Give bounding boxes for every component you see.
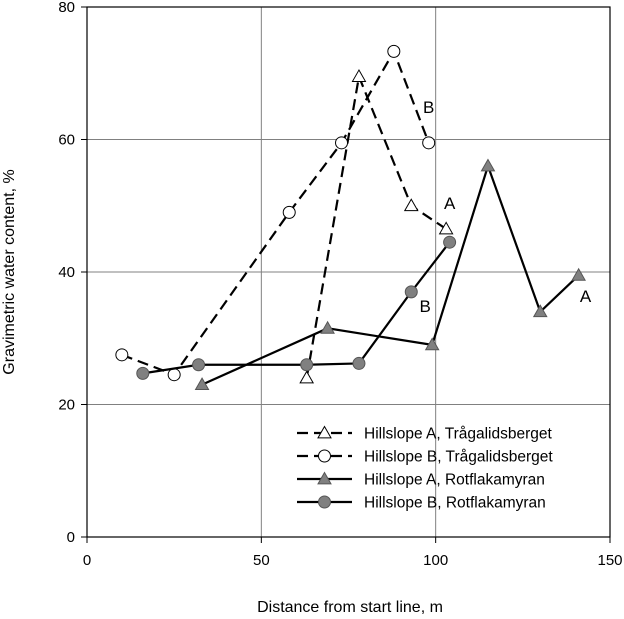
axis-ticks: 0 50 100 150 0 20 40 60 80 — [58, 0, 622, 569]
data-point — [387, 44, 401, 58]
x-axis-label: Distance from start line, m — [257, 599, 443, 616]
series-3 — [194, 158, 586, 390]
series-annotation-label: A — [580, 287, 592, 306]
legend-marker — [318, 449, 331, 463]
series-line — [201, 162, 580, 386]
data-point — [422, 136, 436, 150]
y-tick-label: 80 — [58, 0, 75, 16]
data-point — [443, 235, 457, 249]
legend-marker — [317, 471, 332, 485]
data-point — [299, 370, 315, 384]
legend-item: Hillslope A, Trågalidsberget — [297, 425, 553, 443]
data-point — [136, 366, 150, 380]
y-tick-label: 60 — [58, 132, 75, 149]
series-4 — [136, 235, 457, 380]
data-point — [320, 320, 335, 334]
data-point — [282, 205, 296, 219]
legend-marker — [317, 425, 332, 439]
legend-label: Hillslope B, Trågalidsberget — [364, 449, 553, 466]
data-point — [300, 358, 314, 372]
y-axis-label: Gravimetric water content, % — [1, 169, 18, 374]
series-line — [121, 48, 430, 377]
series-annotation-label: B — [420, 297, 431, 316]
series-line — [142, 241, 451, 375]
legend-item: Hillslope B, Trågalidsberget — [297, 449, 553, 466]
x-tick-label: 0 — [83, 552, 91, 569]
data-point — [192, 358, 206, 372]
data-point — [438, 221, 454, 235]
annotation-layer: B A B A — [420, 98, 592, 316]
data-point — [404, 285, 418, 299]
y-tick-label: 0 — [67, 529, 75, 546]
data-point — [351, 69, 367, 82]
y-tick-label: 40 — [58, 264, 75, 281]
data-point — [480, 158, 496, 172]
legend-label: Hillslope A, Rotflakamyran — [364, 472, 545, 489]
data-point — [571, 267, 586, 281]
data-point — [532, 304, 548, 318]
series-annotation-label: A — [444, 194, 456, 213]
x-tick-label: 50 — [253, 552, 270, 569]
series-1 — [299, 69, 454, 384]
data-point — [115, 348, 129, 362]
legend-label: Hillslope B, Rotflakamyran — [364, 495, 546, 512]
series-layer — [115, 44, 586, 390]
x-tick-label: 150 — [597, 552, 622, 569]
series-2 — [115, 44, 436, 382]
series-line — [305, 72, 447, 379]
data-point — [335, 136, 349, 150]
data-point — [352, 356, 366, 370]
data-point — [194, 377, 210, 390]
data-point — [424, 337, 440, 351]
series-annotation-label: B — [423, 98, 434, 117]
legend: Hillslope A, Trågalidsberget Hillslope B,… — [297, 425, 553, 512]
data-point — [403, 198, 419, 212]
legend-marker — [318, 495, 331, 509]
x-tick-label: 100 — [423, 552, 448, 569]
legend-item: Hillslope B, Rotflakamyran — [297, 495, 546, 512]
legend-label: Hillslope A, Trågalidsberget — [364, 426, 553, 443]
legend-item: Hillslope A, Rotflakamyran — [297, 471, 545, 489]
y-tick-label: 20 — [58, 397, 75, 414]
data-point — [167, 368, 181, 382]
